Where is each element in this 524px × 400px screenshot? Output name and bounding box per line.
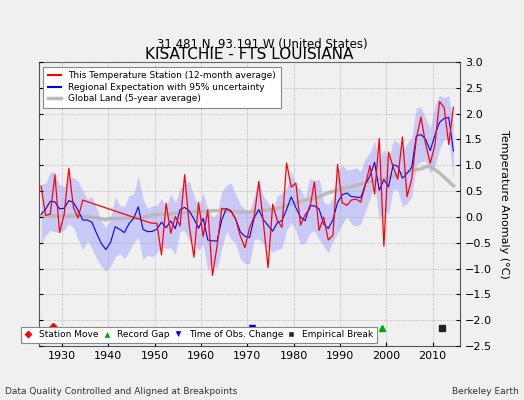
Text: Berkeley Earth: Berkeley Earth — [452, 387, 519, 396]
Title: KISATCHIE - FTS LOUISIANA: KISATCHIE - FTS LOUISIANA — [145, 47, 354, 62]
Text: 31.481 N, 93.191 W (United States): 31.481 N, 93.191 W (United States) — [157, 38, 367, 51]
Text: Data Quality Controlled and Aligned at Breakpoints: Data Quality Controlled and Aligned at B… — [5, 387, 237, 396]
Y-axis label: Temperature Anomaly (°C): Temperature Anomaly (°C) — [499, 130, 509, 278]
Legend: Station Move, Record Gap, Time of Obs. Change, Empirical Break: Station Move, Record Gap, Time of Obs. C… — [21, 327, 377, 343]
